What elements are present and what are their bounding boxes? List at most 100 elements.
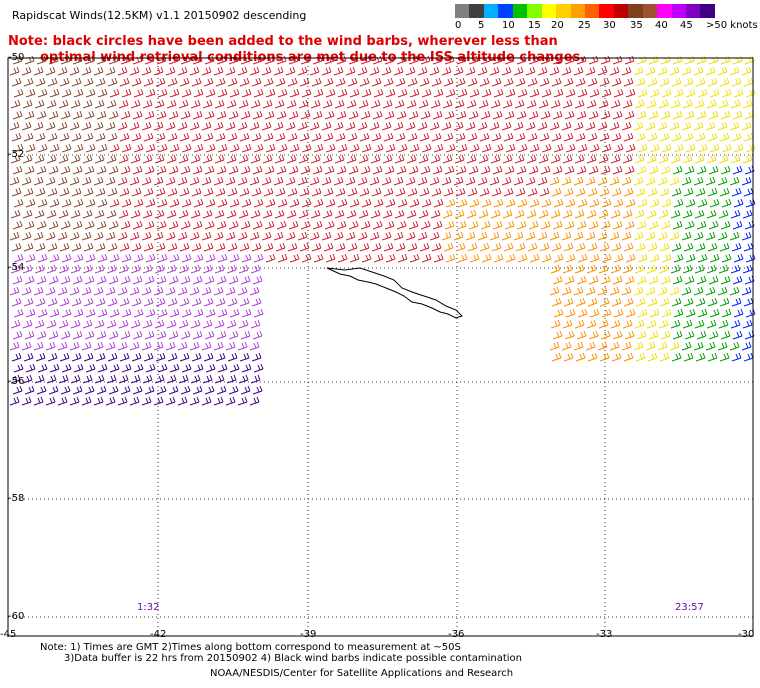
wind-barb <box>670 264 681 274</box>
wind-barb <box>538 209 549 219</box>
wind-barb <box>529 253 540 263</box>
wind-barb <box>48 165 59 175</box>
wind-barb <box>313 88 324 98</box>
wind-barb <box>117 66 128 76</box>
wind-barb <box>132 330 143 340</box>
wind-barb <box>22 154 33 164</box>
wind-barb <box>504 220 515 230</box>
wind-barb <box>34 374 45 384</box>
wind-barb <box>718 154 729 164</box>
wind-barb <box>587 352 598 362</box>
wind-barb <box>240 330 251 340</box>
wind-barb <box>648 220 659 230</box>
wind-barb <box>142 209 153 219</box>
wind-barb <box>25 88 36 98</box>
wind-barb <box>216 385 227 395</box>
wind-barb <box>57 66 68 76</box>
wind-barb <box>706 319 717 329</box>
wind-barb <box>433 88 444 98</box>
wind-barb <box>333 176 344 186</box>
wind-barb <box>72 275 83 285</box>
wind-barb <box>301 253 312 263</box>
wind-barb <box>696 110 707 120</box>
wind-barb <box>35 132 46 142</box>
wind-barb <box>421 88 432 98</box>
wind-barb <box>107 187 118 197</box>
wind-barb <box>633 341 644 351</box>
wind-barb <box>237 396 248 406</box>
wind-barb <box>730 99 741 109</box>
wind-barb <box>214 374 225 384</box>
wind-barb <box>657 121 668 131</box>
wind-barb <box>706 209 717 219</box>
wind-barb <box>203 352 214 362</box>
wind-barb <box>181 253 192 263</box>
wind-barb <box>347 187 358 197</box>
wind-barb <box>561 231 572 241</box>
wind-barb <box>237 341 248 351</box>
wind-barb <box>477 121 488 131</box>
wind-barb <box>634 154 645 164</box>
wind-barb <box>550 154 561 164</box>
wind-barb <box>539 187 550 197</box>
wind-barb <box>502 209 513 219</box>
wind-barb <box>201 231 212 241</box>
wind-barb <box>443 187 454 197</box>
wind-barb <box>262 154 273 164</box>
wind-barb <box>457 88 468 98</box>
wind-barb <box>385 88 396 98</box>
wind-barb <box>432 55 443 65</box>
wind-barb <box>444 220 455 230</box>
wind-barb <box>669 121 680 131</box>
wind-barb <box>262 209 273 219</box>
wind-barb <box>46 319 57 329</box>
wind-barb <box>130 374 141 384</box>
wind-barb <box>192 110 203 120</box>
wind-barb <box>48 110 59 120</box>
wind-barb <box>741 66 752 76</box>
wind-barb <box>649 253 660 263</box>
wind-barb <box>658 99 669 109</box>
wind-barb <box>577 143 588 153</box>
wind-barb <box>12 275 23 285</box>
wind-barb <box>477 231 488 241</box>
wind-barb <box>310 209 321 219</box>
wind-barb <box>45 396 56 406</box>
wind-barb <box>553 198 564 208</box>
wind-barb <box>501 66 512 76</box>
wind-barb <box>455 242 466 252</box>
wind-barb <box>514 154 525 164</box>
wind-barb <box>384 55 395 65</box>
wind-barb <box>745 88 756 98</box>
wind-barb <box>682 319 693 329</box>
wind-barb <box>597 176 608 186</box>
wind-barb <box>275 132 286 142</box>
wind-barb <box>575 242 586 252</box>
wind-barb <box>405 231 416 241</box>
map-frame <box>7 57 754 637</box>
wind-barb <box>345 66 356 76</box>
wind-barb <box>201 396 212 406</box>
wind-barb <box>441 66 452 76</box>
wind-barb <box>61 308 72 318</box>
wind-barb <box>405 176 416 186</box>
wind-barb <box>190 319 201 329</box>
wind-barb <box>333 231 344 241</box>
wind-barb <box>588 110 599 120</box>
wind-barb <box>23 297 34 307</box>
wind-barb <box>443 242 454 252</box>
wind-barb <box>685 88 696 98</box>
wind-barb <box>201 341 212 351</box>
legend-swatch <box>671 4 686 18</box>
wind-barb <box>205 308 216 318</box>
wind-barb <box>598 209 609 219</box>
wind-barb <box>84 220 95 230</box>
wind-barb <box>9 66 20 76</box>
legend-swatch <box>628 4 643 18</box>
wind-barb <box>372 55 383 65</box>
wind-barb <box>418 99 429 109</box>
wind-barb <box>671 187 682 197</box>
wind-barb <box>121 143 132 153</box>
wind-barb <box>597 341 608 351</box>
wind-barb <box>133 308 144 318</box>
